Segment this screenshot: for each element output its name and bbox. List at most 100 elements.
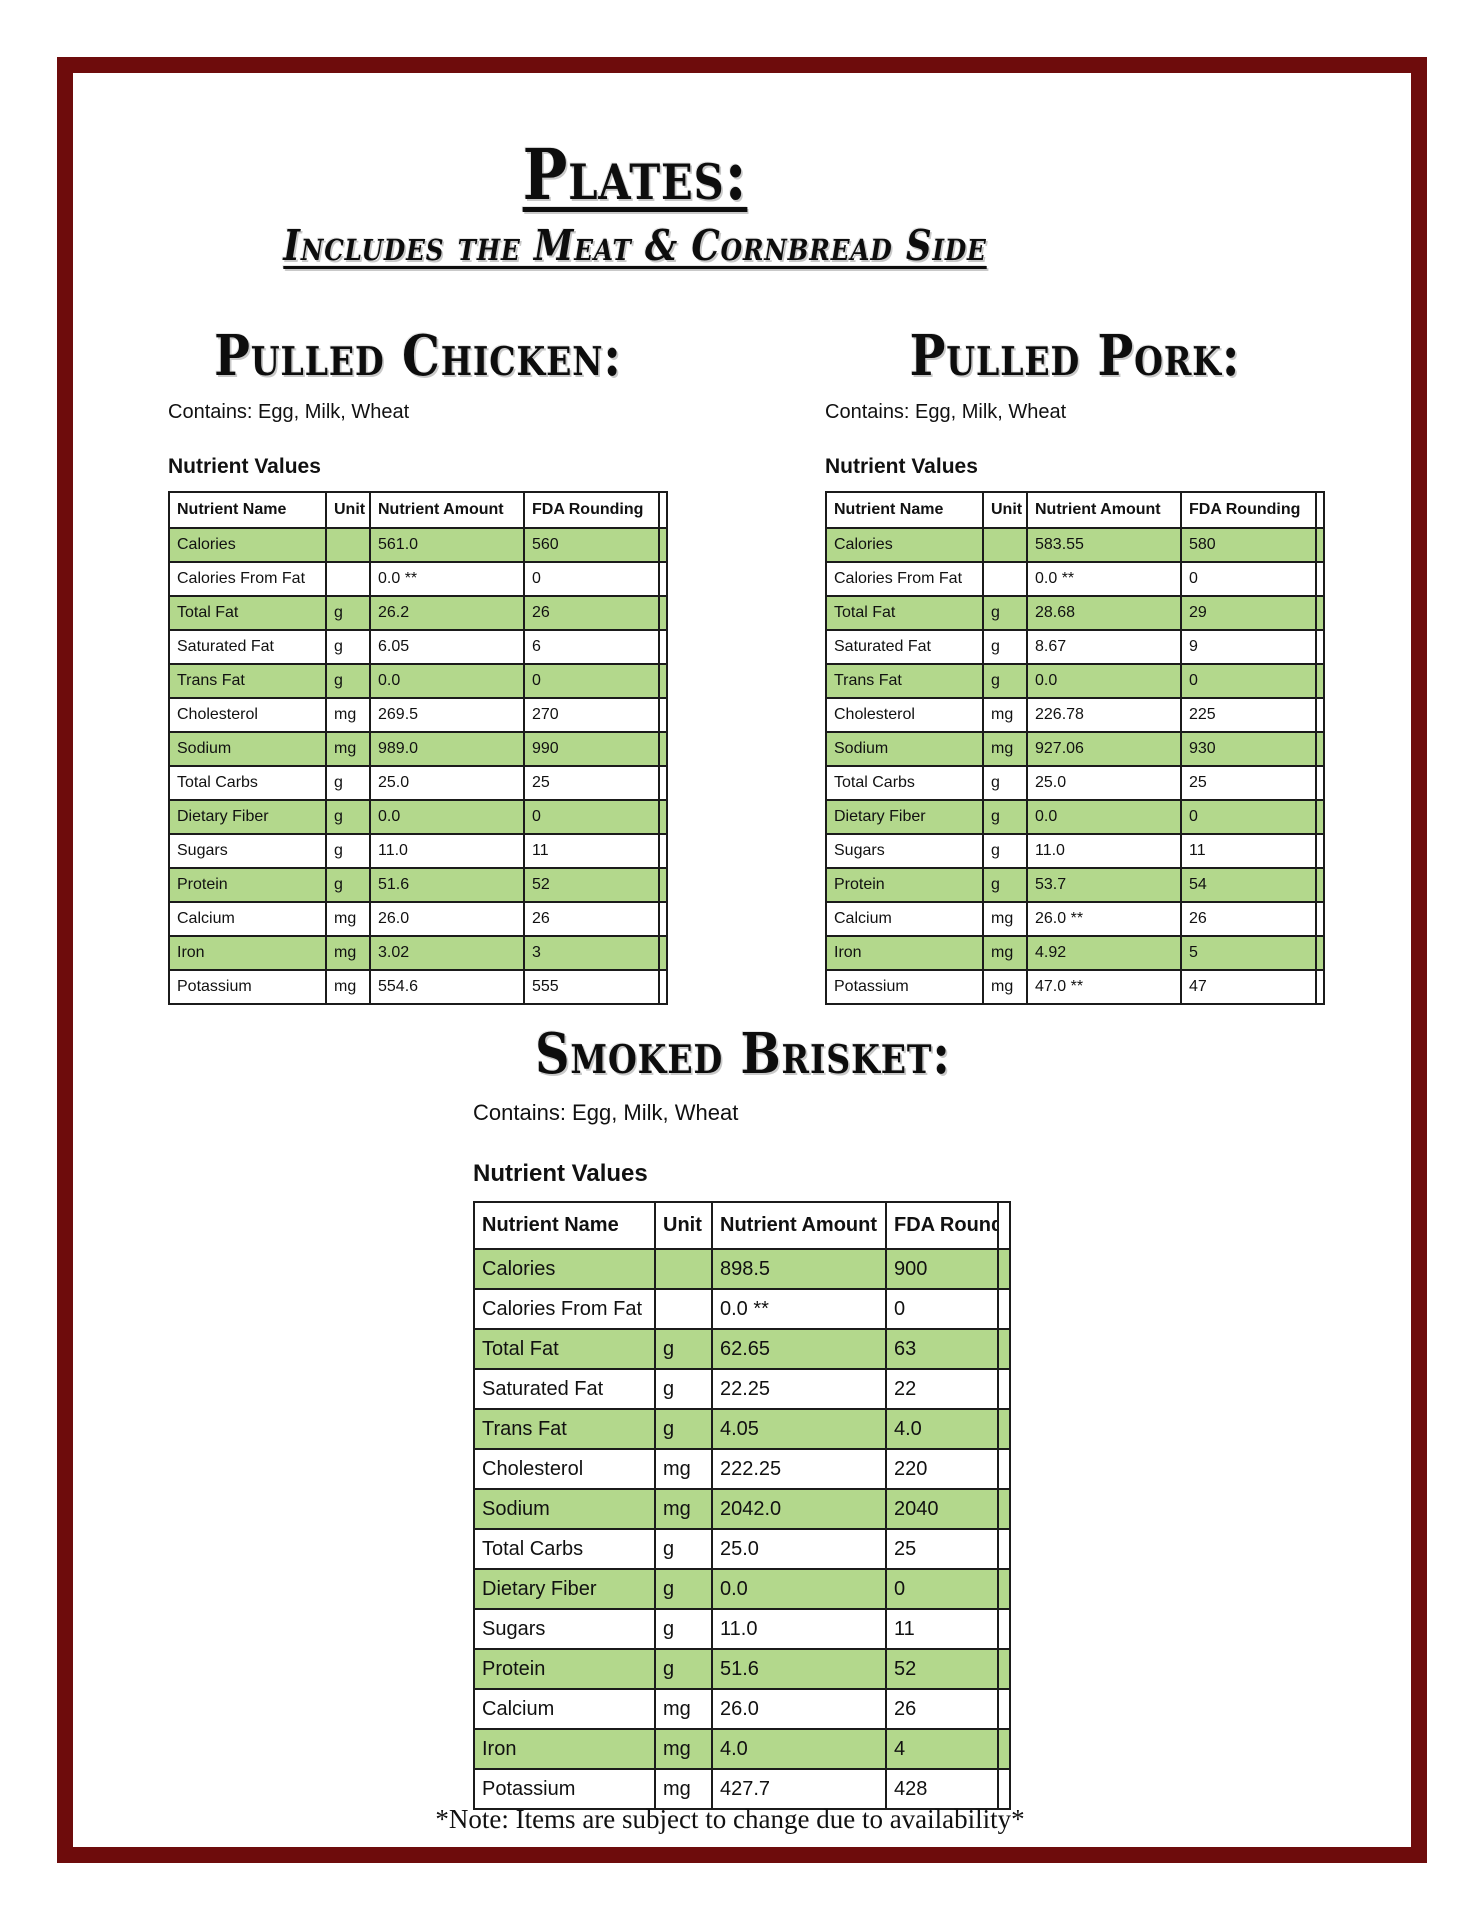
- clipped-column-spacer-cell: [997, 1408, 1011, 1451]
- clipped-column-spacer-cell: [658, 629, 668, 666]
- nutrient-amount-cell: 222.25: [711, 1448, 887, 1491]
- fda-rounding-cell: 0: [523, 799, 660, 836]
- unit-cell: g: [325, 799, 371, 836]
- clipped-column-spacer-cell: [658, 595, 668, 632]
- unit-cell: mg: [325, 731, 371, 768]
- table-row: Calories 898.5 900: [473, 1248, 1011, 1291]
- clipped-column-spacer-cell: [658, 663, 668, 700]
- nutrient-amount-cell: 3.02: [369, 935, 525, 972]
- nutrient-name-cell: Calories From Fat: [825, 561, 984, 598]
- table-row: Calcium mg 26.0 ** 26: [825, 901, 1325, 938]
- nutrient-name-cell: Dietary Fiber: [168, 799, 327, 836]
- nutrient-name-cell: Saturated Fat: [473, 1368, 656, 1411]
- clipped-column-spacer-cell: [658, 527, 668, 564]
- page-subtitle: Includes the Meat & Cornbread Side: [283, 220, 987, 270]
- table-row: Calories 583.55 580: [825, 527, 1325, 564]
- fda-rounding-cell: 4.0: [885, 1408, 999, 1451]
- nutrient-amount-cell: 0.0: [1026, 663, 1182, 700]
- nutrient-amount-cell: 26.0: [711, 1688, 887, 1731]
- fda-rounding-cell: 0: [1180, 663, 1317, 700]
- nutrient-values-label: Nutrient Values: [168, 455, 321, 478]
- fda-rounding-cell: 555: [523, 969, 660, 1006]
- section-heading-pulled-pork: Pulled Pork:: [909, 323, 1241, 389]
- fda-rounding-cell: 270: [523, 697, 660, 734]
- nutrient-amount-cell: 6.05: [369, 629, 525, 666]
- unit-cell: [654, 1288, 713, 1331]
- clipped-column-spacer-cell: [997, 1448, 1011, 1491]
- nutrient-amount-cell: 0.0: [369, 799, 525, 836]
- fda-rounding-cell: 26: [523, 595, 660, 632]
- clipped-column-spacer-cell: [997, 1488, 1011, 1531]
- unit-cell: mg: [982, 969, 1028, 1006]
- nutrient-amount-cell: 11.0: [711, 1608, 887, 1651]
- nutrient-name-cell: Sugars: [473, 1608, 656, 1651]
- clipped-column-spacer-cell: [1315, 527, 1325, 564]
- fda-rounding-cell: 63: [885, 1328, 999, 1371]
- unit-cell: mg: [982, 901, 1028, 938]
- unit-cell: mg: [325, 969, 371, 1006]
- nutrient-name-cell: Total Fat: [825, 595, 984, 632]
- clipped-column-spacer-cell: [997, 1568, 1011, 1611]
- unit-cell: g: [982, 867, 1028, 904]
- nutrient-amount-cell: 11.0: [369, 833, 525, 870]
- unit-cell: g: [654, 1648, 713, 1691]
- unit-cell: g: [325, 833, 371, 870]
- fda-rounding-cell: 428: [885, 1768, 999, 1811]
- clipped-column-spacer-cell: [1315, 799, 1325, 836]
- clipped-column-spacer-cell: [658, 765, 668, 802]
- clipped-column-spacer-cell: [997, 1728, 1011, 1771]
- clipped-column-spacer-cell: [658, 799, 668, 836]
- unit-cell: g: [654, 1528, 713, 1571]
- clipped-column-spacer-cell: [658, 561, 668, 598]
- nutrient-name-cell: Sugars: [168, 833, 327, 870]
- table-row: Saturated Fat g 8.67 9: [825, 629, 1325, 666]
- nutrient-amount-cell: 0.0 **: [711, 1288, 887, 1331]
- nutrient-name-cell: Potassium: [168, 969, 327, 1006]
- nutrient-name-cell: Protein: [473, 1648, 656, 1691]
- unit-cell: mg: [654, 1728, 713, 1771]
- clipped-column-spacer-cell: [1315, 935, 1325, 972]
- nutrient-amount-cell: 28.68: [1026, 595, 1182, 632]
- nutrient-name-cell: Protein: [168, 867, 327, 904]
- unit-cell: g: [982, 765, 1028, 802]
- col-header-nutrient-amount: Nutrient Amount: [369, 491, 525, 530]
- section-pulled-chicken: Pulled Chicken: Contains: Egg, Milk, Whe…: [168, 328, 668, 1006]
- clipped-column-spacer-cell: [997, 1688, 1011, 1731]
- table-row: Dietary Fiber g 0.0 0: [825, 799, 1325, 836]
- table-row: Iron mg 4.0 4: [473, 1728, 1011, 1771]
- table-row: Total Fat g 28.68 29: [825, 595, 1325, 632]
- fda-rounding-cell: 47: [1180, 969, 1317, 1006]
- fda-rounding-cell: 25: [1180, 765, 1317, 802]
- section-heading-smoked-brisket: Smoked Brisket:: [535, 1021, 951, 1087]
- unit-cell: mg: [325, 935, 371, 972]
- nutrient-amount-cell: 269.5: [369, 697, 525, 734]
- table-row: Dietary Fiber g 0.0 0: [473, 1568, 1011, 1611]
- nutrient-name-cell: Potassium: [473, 1768, 656, 1811]
- nutrient-amount-cell: 26.0: [369, 901, 525, 938]
- unit-cell: g: [325, 629, 371, 666]
- unit-cell: [325, 561, 371, 598]
- table-row: Potassium mg 47.0 ** 47: [825, 969, 1325, 1006]
- nutrient-amount-cell: 8.67: [1026, 629, 1182, 666]
- nutrient-name-cell: Total Fat: [473, 1328, 656, 1371]
- nutrient-amount-cell: 0.0: [711, 1568, 887, 1611]
- table-row: Saturated Fat g 6.05 6: [168, 629, 668, 666]
- unit-cell: g: [982, 833, 1028, 870]
- nutrient-amount-cell: 583.55: [1026, 527, 1182, 564]
- table-row: Total Carbs g 25.0 25: [473, 1528, 1011, 1571]
- fda-rounding-cell: 0: [1180, 799, 1317, 836]
- nutrient-amount-cell: 0.0 **: [369, 561, 525, 598]
- unit-cell: [325, 527, 371, 564]
- clipped-column-spacer-cell: [1315, 867, 1325, 904]
- col-header-nutrient-name: Nutrient Name: [825, 491, 984, 530]
- unit-cell: mg: [325, 901, 371, 938]
- clipped-column-spacer-cell: [1315, 901, 1325, 938]
- clipped-column-spacer-cell: [1315, 595, 1325, 632]
- fda-rounding-cell: 2040: [885, 1488, 999, 1531]
- unit-cell: g: [654, 1608, 713, 1651]
- nutrient-amount-cell: 898.5: [711, 1248, 887, 1291]
- fda-rounding-cell: 26: [885, 1688, 999, 1731]
- nutrient-amount-cell: 51.6: [711, 1648, 887, 1691]
- nutrient-amount-cell: 0.0: [1026, 799, 1182, 836]
- nutrient-name-cell: Trans Fat: [473, 1408, 656, 1451]
